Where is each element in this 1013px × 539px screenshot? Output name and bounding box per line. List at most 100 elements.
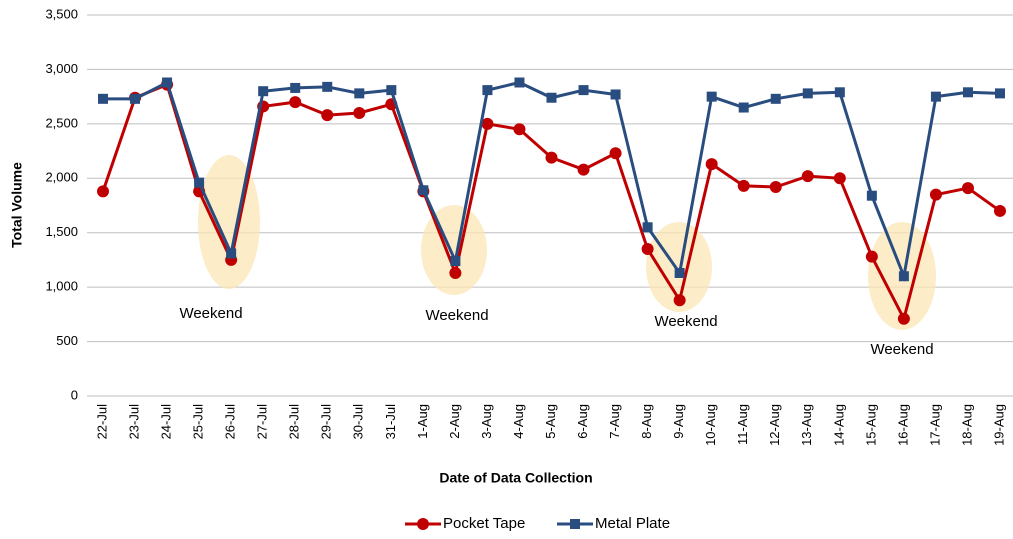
weekend-highlights bbox=[198, 155, 936, 330]
point bbox=[449, 266, 462, 279]
point bbox=[321, 109, 334, 122]
x-tick-label: 11-Aug bbox=[735, 404, 750, 445]
point bbox=[801, 170, 814, 183]
x-tick-label: 31-Jul bbox=[383, 404, 398, 440]
weekend-ellipse bbox=[646, 222, 712, 312]
x-tick-label: 24-Jul bbox=[159, 404, 174, 440]
x-tick-label: 6-Aug bbox=[575, 404, 590, 439]
y-axis-title: Total Volume bbox=[9, 162, 25, 248]
x-tick-label: 29-Jul bbox=[319, 404, 334, 440]
x-tick-label: 13-Aug bbox=[799, 404, 814, 446]
point bbox=[194, 177, 205, 188]
x-axis-title: Date of Data Collection bbox=[439, 470, 592, 486]
x-tick-label: 3-Aug bbox=[479, 404, 494, 439]
annotation: Weekend bbox=[179, 305, 242, 322]
point bbox=[322, 81, 333, 92]
point bbox=[769, 180, 782, 193]
x-tick-label: 30-Jul bbox=[351, 404, 366, 440]
point bbox=[641, 243, 654, 256]
legend-marker bbox=[570, 519, 580, 529]
legend-marker bbox=[417, 518, 429, 530]
point bbox=[513, 123, 526, 136]
point bbox=[130, 93, 141, 104]
legend-label: Metal Plate bbox=[595, 515, 670, 532]
point bbox=[961, 182, 974, 195]
y-tick-label: 1,500 bbox=[45, 224, 78, 239]
point bbox=[450, 256, 461, 267]
point bbox=[738, 102, 749, 113]
legend-label: Pocket Tape bbox=[443, 515, 525, 532]
point bbox=[929, 188, 942, 201]
x-tick-label: 1-Aug bbox=[415, 404, 430, 439]
x-tick-label: 9-Aug bbox=[671, 404, 686, 439]
point bbox=[545, 151, 558, 164]
point bbox=[802, 88, 813, 99]
x-tick-label: 2-Aug bbox=[447, 404, 462, 439]
point bbox=[97, 185, 109, 198]
annotation: Weekend bbox=[870, 341, 933, 358]
point bbox=[289, 96, 302, 109]
point bbox=[833, 172, 846, 185]
point bbox=[705, 158, 718, 171]
y-tick-label: 2,500 bbox=[45, 115, 78, 130]
point bbox=[642, 222, 653, 233]
point bbox=[770, 93, 781, 104]
x-tick-label: 28-Jul bbox=[287, 404, 302, 440]
x-tick-label: 10-Aug bbox=[703, 404, 718, 446]
y-tick-label: 2,000 bbox=[45, 170, 78, 185]
y-tick-label: 500 bbox=[56, 333, 78, 348]
x-tick-label: 19-Aug bbox=[991, 404, 1006, 446]
weekend-ellipse bbox=[421, 205, 487, 295]
y-tick-label: 1,000 bbox=[45, 279, 78, 294]
y-tick-label: 3,000 bbox=[45, 61, 78, 76]
point bbox=[226, 248, 237, 259]
point bbox=[673, 294, 686, 307]
point bbox=[706, 91, 717, 102]
weekend-ellipse bbox=[198, 155, 260, 289]
point bbox=[258, 86, 269, 97]
x-tick-label: 18-Aug bbox=[959, 404, 974, 446]
y-tick-label: 3,500 bbox=[45, 6, 78, 21]
point bbox=[674, 267, 685, 278]
point bbox=[354, 88, 365, 99]
point bbox=[737, 179, 750, 192]
point bbox=[577, 163, 590, 176]
x-tick-label: 27-Jul bbox=[255, 404, 270, 440]
x-tick-label: 8-Aug bbox=[639, 404, 654, 439]
x-tick-label: 25-Jul bbox=[191, 404, 206, 440]
point bbox=[578, 85, 589, 96]
point bbox=[995, 88, 1005, 99]
point bbox=[898, 271, 909, 282]
point bbox=[609, 147, 622, 160]
annotation: Weekend bbox=[654, 313, 717, 330]
point bbox=[514, 77, 525, 88]
point bbox=[610, 89, 621, 100]
point bbox=[482, 85, 493, 96]
point bbox=[866, 190, 877, 201]
x-tick-label: 14-Aug bbox=[831, 404, 846, 446]
x-tick-label: 4-Aug bbox=[511, 404, 526, 439]
point bbox=[994, 204, 1006, 217]
x-tick-label: 5-Aug bbox=[543, 404, 558, 439]
point bbox=[290, 82, 301, 93]
point bbox=[481, 117, 494, 130]
point bbox=[865, 250, 878, 263]
x-tick-label: 22-Jul bbox=[94, 404, 109, 440]
x-tick-label: 23-Jul bbox=[126, 404, 141, 440]
x-tick-label: 17-Aug bbox=[927, 404, 942, 446]
point bbox=[386, 85, 397, 96]
point bbox=[418, 185, 429, 196]
point bbox=[897, 312, 910, 325]
point bbox=[834, 87, 845, 98]
point bbox=[930, 91, 941, 102]
x-tick-label: 15-Aug bbox=[863, 404, 878, 446]
annotation: Weekend bbox=[425, 307, 488, 324]
x-tick-label: 26-Jul bbox=[223, 404, 238, 440]
x-tick-label: 12-Aug bbox=[767, 404, 782, 446]
x-tick-label: 7-Aug bbox=[607, 404, 622, 439]
point bbox=[962, 87, 973, 98]
point bbox=[98, 93, 108, 104]
point bbox=[162, 77, 173, 88]
point bbox=[353, 106, 366, 119]
